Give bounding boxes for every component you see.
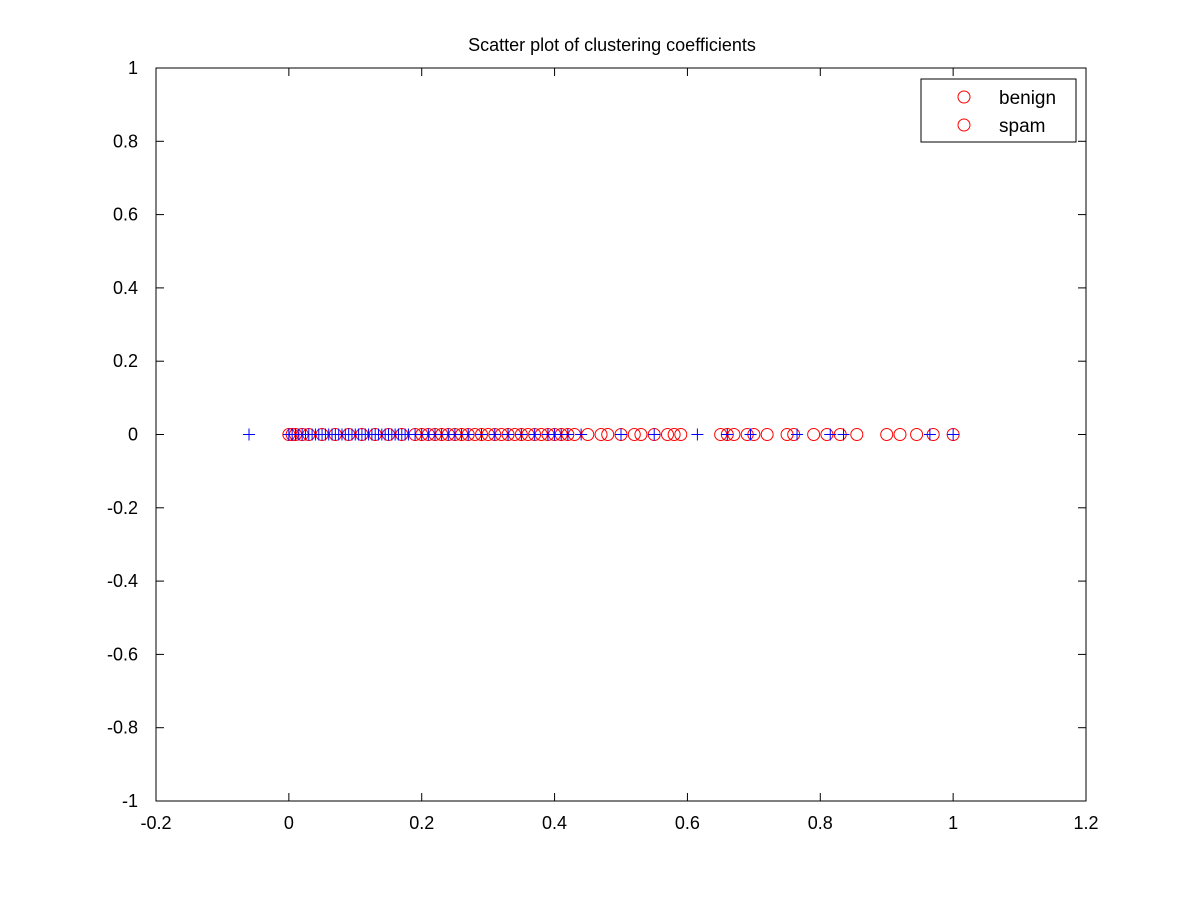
point-benign (674, 428, 688, 441)
y-tick-label: 0.8 (113, 131, 138, 151)
chart-title: Scatter plot of clustering coefficients (468, 35, 756, 55)
point-spam (488, 428, 501, 441)
point-benign (880, 428, 894, 441)
point-spam (648, 428, 661, 441)
y-tick-label: -0.4 (107, 571, 138, 591)
legend-marker-spam (957, 118, 971, 132)
point-spam (615, 428, 627, 441)
point-spam (502, 428, 515, 441)
point-benign (667, 428, 681, 441)
point-spam (691, 428, 704, 441)
legend-box (920, 78, 1077, 143)
x-tick-label: 0.8 (808, 813, 833, 833)
point-benign (910, 428, 924, 441)
point-benign (661, 428, 674, 441)
x-tick-label: 0 (284, 813, 294, 833)
point-benign (893, 428, 907, 441)
point-spam (528, 428, 541, 441)
y-tick-label: 0.2 (113, 351, 138, 371)
y-tick-label: -1 (122, 791, 138, 811)
point-spam (721, 428, 734, 441)
x-tick-label: 1 (948, 813, 958, 833)
point-benign (601, 428, 615, 441)
point-spam (515, 428, 528, 441)
point-benign (760, 428, 774, 441)
y-tick-label: 0.4 (113, 278, 138, 298)
legend-label-benign: benign (999, 88, 1056, 109)
x-tick-label: 0.2 (409, 813, 434, 833)
point-spam (837, 428, 850, 441)
legend-marker-benign (957, 90, 971, 104)
point-spam (475, 428, 488, 441)
x-tick-label: 0.4 (542, 813, 567, 833)
x-tick-label: 0.6 (675, 813, 700, 833)
y-tick-label: -0.8 (107, 718, 138, 738)
point-benign (627, 428, 641, 441)
y-tick-label: -0.2 (107, 498, 138, 518)
y-tick-label: -0.6 (107, 644, 138, 664)
point-spam (791, 428, 804, 441)
axis-ticks (155, 67, 1087, 802)
x-tick-labels: -0.2 0 0.2 0.4 0.6 0.8 1 1.2 (140, 813, 1098, 833)
point-benign (807, 428, 821, 441)
point-spam (575, 428, 588, 441)
point-spam (744, 428, 757, 441)
point-spam (947, 428, 960, 441)
y-tick-label: 1 (128, 58, 138, 78)
y-tick-label: 0 (128, 425, 138, 445)
point-spam (243, 428, 255, 441)
legend: benign spam (920, 78, 1077, 143)
data-points (243, 428, 960, 441)
point-spam (923, 428, 936, 441)
y-tick-labels: 1 0.8 0.6 0.4 0.2 0 -0.2 -0.4 -0.6 -0.8 -1 (107, 58, 138, 811)
point-spam (824, 428, 837, 441)
y-tick-label: 0.6 (113, 205, 138, 225)
point-benign (850, 428, 864, 441)
point-spam (561, 428, 574, 441)
legend-label-spam: spam (999, 116, 1045, 137)
point-spam (462, 428, 475, 441)
x-tick-label: -0.2 (140, 813, 171, 833)
point-benign (594, 428, 608, 441)
point-benign (634, 428, 648, 441)
x-tick-label: 1.2 (1073, 813, 1098, 833)
